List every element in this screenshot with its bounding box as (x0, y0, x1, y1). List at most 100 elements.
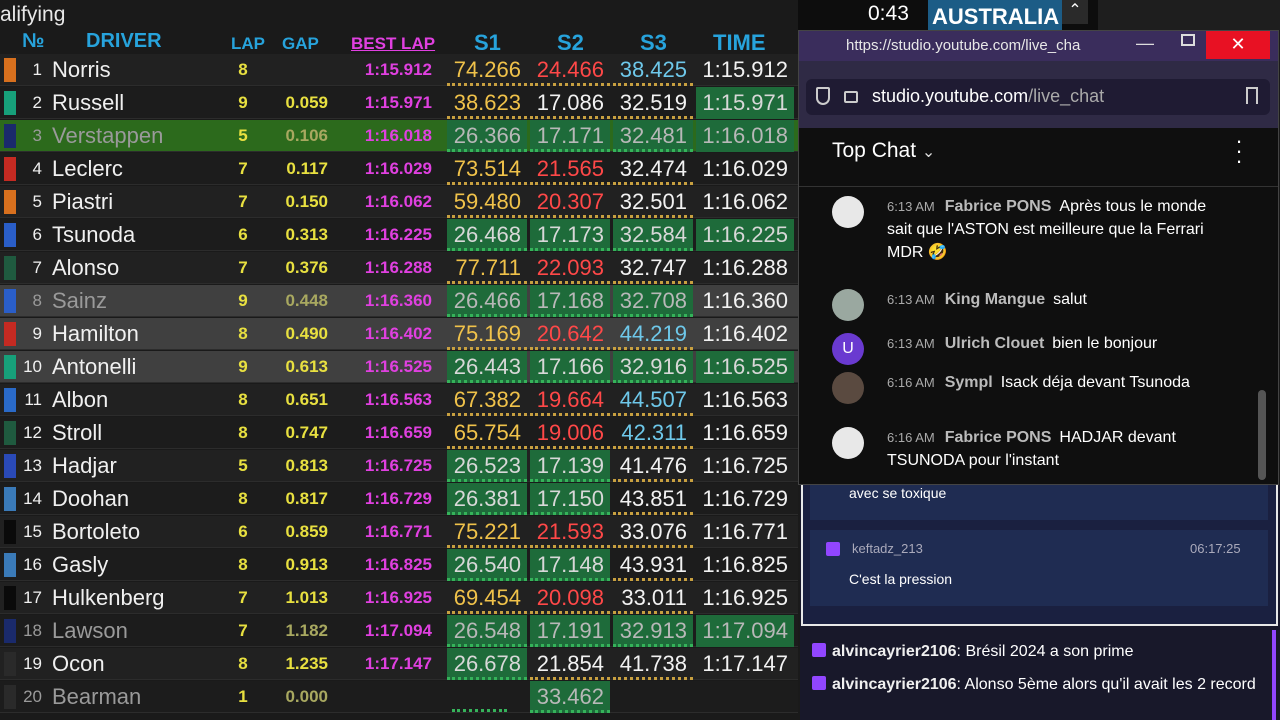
chat-message: 6:16 AM Sympl Isack déja devant Tsunoda (887, 371, 1232, 394)
message-text: Isack déja devant Tsunoda (1000, 374, 1190, 391)
lap-time: 1:16.029 (702, 156, 788, 181)
best-lap: 1:16.925 (364, 588, 432, 607)
sector-time: 17.191 (530, 615, 610, 647)
lap-time: 1:16.659 (702, 420, 788, 445)
gap: 0.747 (285, 423, 328, 442)
sector-time: 19.664 (530, 384, 610, 416)
gap: 0.106 (285, 126, 328, 145)
lap: 6 (238, 225, 248, 244)
column-header: DRIVER (86, 30, 162, 52)
address-text: studio.youtube.com/live_chat (872, 86, 1104, 107)
column-header: № (22, 30, 45, 52)
sector-time: 32.474 (613, 153, 693, 185)
lap: 8 (238, 555, 248, 574)
country: AUSTRALIA (928, 0, 1062, 30)
chat-message: 6:13 AM Ulrich Clouet bien le bonjour (887, 332, 1232, 355)
sector-time: 32.708 (613, 285, 693, 317)
lap: 8 (238, 654, 248, 673)
message-text: Après tous le monde sait que l'ASTON est… (887, 198, 1207, 261)
gap: 0.813 (285, 456, 328, 475)
twitch-icon (826, 542, 840, 556)
best-lap: 1:15.971 (364, 93, 432, 112)
chat-mode[interactable]: Top Chat ⌄ (832, 139, 936, 162)
position: 11 (24, 390, 42, 409)
sector-time: 26.381 (447, 483, 527, 515)
timing-row: 4 Leclerc 7 0.117 1:16.029 73.514 21.565 32.474… (0, 153, 798, 185)
gap: 0.059 (285, 93, 328, 112)
twitch-message: alvincayrier2106: Brésil 2024 a son prim… (812, 640, 1264, 664)
desktop (1098, 0, 1280, 30)
lap: 5 (238, 456, 248, 475)
message-text: HADJAR devant TSUNODA pour l'instant (887, 429, 1176, 469)
twitch-message: alvincayrier2106: Alonso 5ème alors qu'i… (812, 673, 1264, 697)
lap-time: 1:16.288 (702, 255, 788, 280)
lap-time: 1:16.062 (702, 189, 788, 214)
position: 8 (32, 291, 42, 310)
team-color (4, 223, 16, 247)
sector-time: 26.468 (447, 219, 527, 251)
timing-row: 12 Stroll 8 0.747 1:16.659 65.754 19.006 42.311… (0, 417, 798, 449)
separator (799, 186, 1278, 187)
team-color (4, 190, 16, 214)
driver: Bearman (52, 684, 142, 709)
column-header: TIME (713, 30, 766, 55)
close-button[interactable]: ✕ (1206, 31, 1270, 59)
sector-time: 69.454 (447, 582, 527, 614)
clock: 0:43 (868, 2, 909, 25)
sector-time: 21.565 (530, 153, 610, 185)
gap: 0.651 (285, 390, 328, 409)
sector-time: 33.076 (613, 516, 693, 548)
header-bg (0, 0, 798, 54)
lap: 7 (238, 258, 248, 277)
timing-row: 9 Hamilton 8 0.490 1:16.402 75.169 20.642 44.21… (0, 318, 798, 350)
best-lap: 1:16.402 (364, 324, 432, 343)
chat-title: Top Chat (832, 139, 917, 162)
lap-time: 1:15.971 (696, 87, 794, 119)
gap: 1.182 (285, 621, 328, 640)
lap-time: 1:16.771 (702, 519, 788, 544)
maximize-button[interactable] (1181, 34, 1195, 46)
sector-time: 26.523 (447, 450, 527, 482)
driver: Lawson (52, 618, 128, 643)
gap: 0.117 (286, 159, 328, 178)
sector-time: 74.266 (447, 54, 527, 86)
sector-time: 26.366 (447, 120, 527, 152)
lap: 7 (238, 588, 248, 607)
minimize-button[interactable]: — (1136, 33, 1154, 53)
gap: 0.376 (285, 258, 328, 277)
position: 1 (32, 60, 42, 79)
address-bar[interactable] (806, 79, 1270, 115)
sector-time: 33.462 (530, 681, 610, 713)
sector-time: 65.754 (447, 417, 527, 449)
sector-time: 17.166 (530, 351, 610, 383)
lap-time: 1:16.925 (702, 585, 788, 610)
twitch-text: : Brésil 2024 a son prime (956, 643, 1134, 660)
message-time: 6:16 AM (887, 430, 935, 445)
lap: 9 (238, 291, 248, 310)
sector-time: 17.168 (530, 285, 610, 317)
position: 7 (32, 258, 42, 277)
team-color (4, 58, 16, 82)
lap: 9 (238, 357, 248, 376)
lap-time: 1:16.018 (696, 120, 794, 152)
best-lap: 1:16.018 (364, 126, 432, 145)
gap: 0.150 (285, 192, 328, 211)
bookmark-icon[interactable] (1246, 87, 1258, 104)
gap: 0.817 (285, 489, 328, 508)
timing-row: 1 Norris 8 1:15.912 74.266 24.466 38.425 1:15.9… (0, 54, 798, 86)
twitch-text: : Alonso 5ème alors qu'il avait les 2 re… (956, 676, 1256, 693)
scrollbar[interactable] (1258, 390, 1266, 480)
sector-time: 77.711 (447, 252, 527, 284)
best-lap: 1:16.659 (364, 423, 432, 442)
sector-time: 26.678 (447, 648, 527, 680)
collapse-button[interactable]: ⌃ (1062, 0, 1088, 24)
position: 10 (23, 357, 42, 376)
lap: 8 (238, 423, 248, 442)
best-lap: 1:16.225 (364, 225, 432, 244)
sector-time: 32.481 (613, 120, 693, 152)
position: 2 (32, 93, 42, 112)
sector-time: 24.466 (530, 54, 610, 86)
position: 14 (23, 489, 42, 508)
driver: Verstappen (52, 123, 164, 148)
menu-button[interactable]: · · · (1235, 128, 1243, 173)
